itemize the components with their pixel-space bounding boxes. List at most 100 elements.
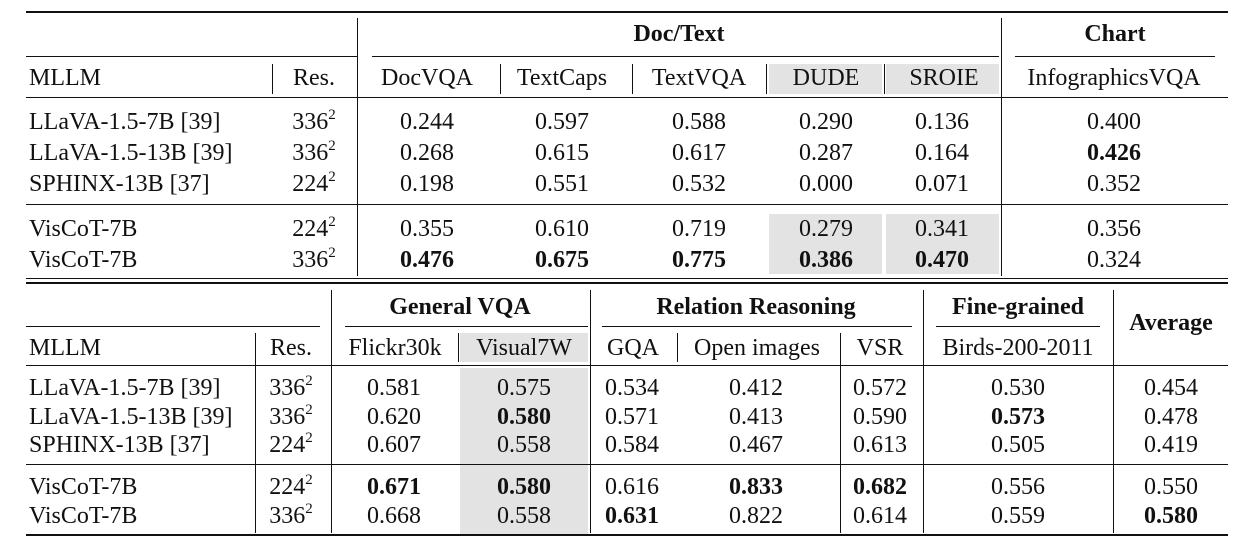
table2-row2-open-images: 0.467 bbox=[729, 432, 783, 458]
table1-row1-dude: 0.287 bbox=[799, 140, 853, 166]
table2-row0-open-images: 0.412 bbox=[729, 375, 783, 401]
table1-row3-docvqa: 0.355 bbox=[400, 216, 454, 242]
table2-group-rule-general bbox=[345, 326, 588, 327]
table1-vline-tv-dude bbox=[766, 64, 767, 94]
table1-row0-dude: 0.290 bbox=[799, 109, 853, 135]
table2-column-header-mllm: MLLM bbox=[29, 335, 101, 361]
table1-row1-model: LLaVA-1.5-13B [39] bbox=[29, 140, 233, 166]
table2-row2-flickr30k: 0.607 bbox=[367, 432, 421, 458]
table2-row0-average: 0.454 bbox=[1144, 375, 1198, 401]
column-header-average: Average bbox=[1129, 310, 1213, 336]
table2-row0-flickr30k: 0.581 bbox=[367, 375, 421, 401]
table1-row4-docvqa: 0.476 bbox=[400, 247, 454, 273]
column-header-docvqa: DocVQA bbox=[381, 65, 473, 91]
table1-row2-textcaps: 0.551 bbox=[535, 171, 589, 197]
table2-header-rule bbox=[26, 365, 1228, 366]
table2-row0-birds: 0.530 bbox=[991, 375, 1045, 401]
table2-row0-model: LLaVA-1.5-7B [39] bbox=[29, 375, 221, 401]
table2-row4-model: VisCoT-7B bbox=[29, 503, 138, 529]
table1-row0-model: LLaVA-1.5-7B [39] bbox=[29, 109, 221, 135]
table1-row0-docvqa: 0.244 bbox=[400, 109, 454, 135]
table2-row1-open-images: 0.413 bbox=[729, 404, 783, 430]
table1-row2-sroie: 0.071 bbox=[915, 171, 969, 197]
shade-dude-header bbox=[769, 64, 882, 94]
table2-row0-visual7w: 0.575 bbox=[497, 375, 551, 401]
table2-vline-general-relation bbox=[590, 290, 591, 533]
table2-vline-main bbox=[331, 290, 332, 533]
table2-vline-fine-average bbox=[1113, 290, 1114, 533]
column-header-infographicsvqa: InfographicsVQA bbox=[1027, 65, 1201, 91]
table2-row2-gqa: 0.584 bbox=[605, 432, 659, 458]
table1-group-rule-doc bbox=[372, 56, 999, 57]
table2-row4-res: 3362 bbox=[269, 501, 313, 530]
table2-row3-res: 2242 bbox=[269, 472, 313, 501]
table2-vline-flickr-visual bbox=[458, 333, 459, 362]
table2-row3-gqa: 0.616 bbox=[605, 474, 659, 500]
table2-row1-birds: 0.573 bbox=[991, 404, 1045, 430]
table2-row1-model: LLaVA-1.5-13B [39] bbox=[29, 404, 233, 430]
table1-row2-infographicsvqa: 0.352 bbox=[1087, 171, 1141, 197]
table1-vline-main bbox=[357, 18, 358, 276]
table2-row2-vsr: 0.613 bbox=[853, 432, 907, 458]
table2-vline-gqa-open bbox=[677, 333, 678, 362]
table1-vline-doc-text bbox=[500, 64, 501, 94]
column-header-res: Res. bbox=[293, 65, 335, 91]
table1-row0-infographicsvqa: 0.400 bbox=[1087, 109, 1141, 135]
table2-row1-average: 0.478 bbox=[1144, 404, 1198, 430]
table1-row1-res: 3362 bbox=[292, 138, 336, 167]
table1-row4-textcaps: 0.675 bbox=[535, 247, 589, 273]
table2-row3-average: 0.550 bbox=[1144, 474, 1198, 500]
table2-row1-res: 3362 bbox=[269, 402, 313, 431]
table2-left-subrule bbox=[26, 326, 320, 327]
table1-row2-model: SPHINX-13B [37] bbox=[29, 171, 210, 197]
column-header-visual7w: Visual7W bbox=[476, 335, 572, 361]
table2-vline-res bbox=[255, 333, 256, 533]
group-header-fine-grained: Fine-grained bbox=[952, 294, 1084, 320]
table1-row0-textcaps: 0.597 bbox=[535, 109, 589, 135]
table2-row4-average: 0.580 bbox=[1144, 503, 1198, 529]
table2-row1-gqa: 0.571 bbox=[605, 404, 659, 430]
table1-row4-infographicsvqa: 0.324 bbox=[1087, 247, 1141, 273]
table1-header-rule bbox=[26, 97, 1228, 98]
table2-mid-rule bbox=[26, 464, 1228, 465]
table2-row4-flickr30k: 0.668 bbox=[367, 503, 421, 529]
table2-group-rule-fine bbox=[936, 326, 1100, 327]
table2-row2-model: SPHINX-13B [37] bbox=[29, 432, 210, 458]
table1-row0-textvqa: 0.588 bbox=[672, 109, 726, 135]
table2-row4-vsr: 0.614 bbox=[853, 503, 907, 529]
table1-row2-textvqa: 0.532 bbox=[672, 171, 726, 197]
shade-visual7w-body bbox=[460, 368, 588, 534]
table2-row3-model: VisCoT-7B bbox=[29, 474, 138, 500]
table1-row1-infographicsvqa: 0.426 bbox=[1087, 140, 1141, 166]
table1-top-rule bbox=[26, 11, 1228, 13]
group-header-general-vqa: General VQA bbox=[389, 294, 531, 320]
table1-row1-docvqa: 0.268 bbox=[400, 140, 454, 166]
table1-row0-res: 3362 bbox=[292, 107, 336, 136]
table1-row1-sroie: 0.164 bbox=[915, 140, 969, 166]
column-header-dude: DUDE bbox=[792, 65, 860, 91]
table2-row2-visual7w: 0.558 bbox=[497, 432, 551, 458]
table2-row1-flickr30k: 0.620 bbox=[367, 404, 421, 430]
column-header-textvqa: TextVQA bbox=[651, 65, 747, 91]
table1-mid-rule bbox=[26, 204, 1228, 205]
table2-row3-open-images: 0.833 bbox=[729, 474, 783, 500]
table1-row4-sroie: 0.470 bbox=[915, 247, 969, 273]
table1-row3-res: 2242 bbox=[292, 214, 336, 243]
column-header-mllm: MLLM bbox=[29, 65, 101, 91]
table2-vline-relation-fine bbox=[923, 290, 924, 533]
table2-row3-birds: 0.556 bbox=[991, 474, 1045, 500]
column-header-vsr: VSR bbox=[856, 335, 904, 361]
shade-dude-viscot bbox=[769, 214, 882, 274]
table1-row3-textvqa: 0.719 bbox=[672, 216, 726, 242]
table2-bottom-rule bbox=[26, 534, 1228, 536]
table2-row1-vsr: 0.590 bbox=[853, 404, 907, 430]
table1-row3-model: VisCoT-7B bbox=[29, 216, 138, 242]
group-header-chart: Chart bbox=[1084, 21, 1146, 47]
column-header-flickr30k: Flickr30k bbox=[348, 335, 442, 361]
table2-row4-visual7w: 0.558 bbox=[497, 503, 551, 529]
column-header-textcaps: TextCaps bbox=[516, 65, 608, 91]
table1-vline-dude-sroie bbox=[884, 64, 885, 94]
table2-row3-visual7w: 0.580 bbox=[497, 474, 551, 500]
table2-row2-average: 0.419 bbox=[1144, 432, 1198, 458]
